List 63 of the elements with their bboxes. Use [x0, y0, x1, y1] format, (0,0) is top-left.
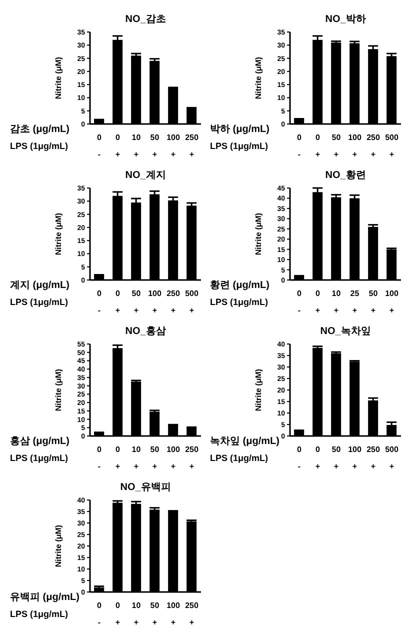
- y-axis-title: Nitrite (μM): [54, 524, 63, 568]
- x-axis-title: 유백피 (μg/mL) LPS (1μg/mL): [10, 592, 80, 619]
- y-axis-title: Nitrite (μM): [254, 368, 263, 412]
- x-tick-label: 50 +: [132, 289, 142, 315]
- x-axis-title: 박하 (μg/mL) LPS (1μg/mL): [210, 124, 270, 151]
- x-tick-label: 0 +: [315, 289, 321, 315]
- x-tick-label: 250 +: [366, 133, 380, 159]
- x-tick-label: 0 -: [97, 601, 102, 627]
- chart-title: NO_황련: [324, 169, 367, 182]
- x-tick-label: 0 +: [115, 133, 121, 159]
- x-tick-label: 0 -: [297, 445, 302, 471]
- x-tick-label: 50 +: [332, 133, 342, 159]
- x-tick-label: 0 +: [115, 289, 121, 315]
- x-tick-label: 0 +: [115, 445, 121, 471]
- chart-title: NO_녹차잎: [319, 325, 372, 338]
- y-axis-title: Nitrite (μM): [54, 56, 63, 100]
- x-axis-title: 계지 (μg/mL) LPS (1μg/mL): [10, 280, 70, 307]
- x-tick-label: 50 +: [332, 445, 342, 471]
- chart-title: NO_홍삼: [124, 325, 167, 338]
- x-axis-title: 황련 (μg/mL) LPS (1μg/mL): [210, 280, 270, 307]
- x-axis-title: 감초 (μg/mL) LPS (1μg/mL): [10, 124, 70, 151]
- chart-title: NO_유백피: [119, 481, 172, 494]
- y-axis-title: Nitrite (μM): [54, 368, 63, 412]
- chart-title: NO_박하: [324, 13, 367, 26]
- x-tick-label: 100 +: [166, 445, 180, 471]
- x-tick-label: 0 -: [97, 289, 102, 315]
- x-tick-label: 100 +: [166, 601, 180, 627]
- x-tick-label: 10 +: [132, 445, 142, 471]
- x-tick-label: 10 +: [332, 289, 342, 315]
- y-axis-title: Nitrite (μM): [254, 56, 263, 100]
- x-tick-label: 10 +: [132, 133, 142, 159]
- x-tick-label: 100 +: [348, 445, 362, 471]
- x-tick-label: 250 +: [366, 445, 380, 471]
- x-tick-label: 100 +: [348, 133, 362, 159]
- x-tick-label: 250 +: [185, 445, 199, 471]
- x-tick-label: 250 +: [166, 289, 180, 315]
- x-tick-label: 0 -: [97, 445, 102, 471]
- y-axis-title: Nitrite (μM): [54, 212, 63, 256]
- x-tick-label: 50 +: [150, 601, 160, 627]
- x-tick-label: 0 +: [315, 133, 321, 159]
- x-tick-label: 250 +: [185, 133, 199, 159]
- x-tick-label: 500 +: [185, 289, 199, 315]
- y-axis-title: Nitrite (μM): [254, 212, 263, 256]
- x-tick-label: 500 +: [385, 133, 399, 159]
- x-tick-label: 50 +: [150, 133, 160, 159]
- x-tick-label: 100 +: [166, 133, 180, 159]
- x-tick-label: 50 +: [150, 445, 160, 471]
- x-tick-label: 10 +: [132, 601, 142, 627]
- x-tick-label: 0 +: [115, 601, 121, 627]
- x-tick-label: 100 +: [148, 289, 162, 315]
- x-tick-label: 500 +: [385, 445, 399, 471]
- chart-title: NO_감초: [124, 13, 167, 26]
- x-tick-label: 25 +: [350, 289, 360, 315]
- x-tick-label: 50 +: [368, 289, 378, 315]
- x-tick-label: 0 -: [97, 133, 102, 159]
- x-tick-label: 0 +: [315, 445, 321, 471]
- x-tick-label: 250 +: [185, 601, 199, 627]
- x-axis-title: 녹차잎 (μg/mL) LPS (1μg/mL): [210, 436, 280, 463]
- x-tick-label: 0 -: [297, 133, 302, 159]
- x-tick-label: 100 +: [385, 289, 399, 315]
- x-tick-label: 0 -: [297, 289, 302, 315]
- x-axis-title: 홍삼 (μg/mL) LPS (1μg/mL): [10, 436, 70, 463]
- chart-title: NO_계지: [124, 169, 167, 182]
